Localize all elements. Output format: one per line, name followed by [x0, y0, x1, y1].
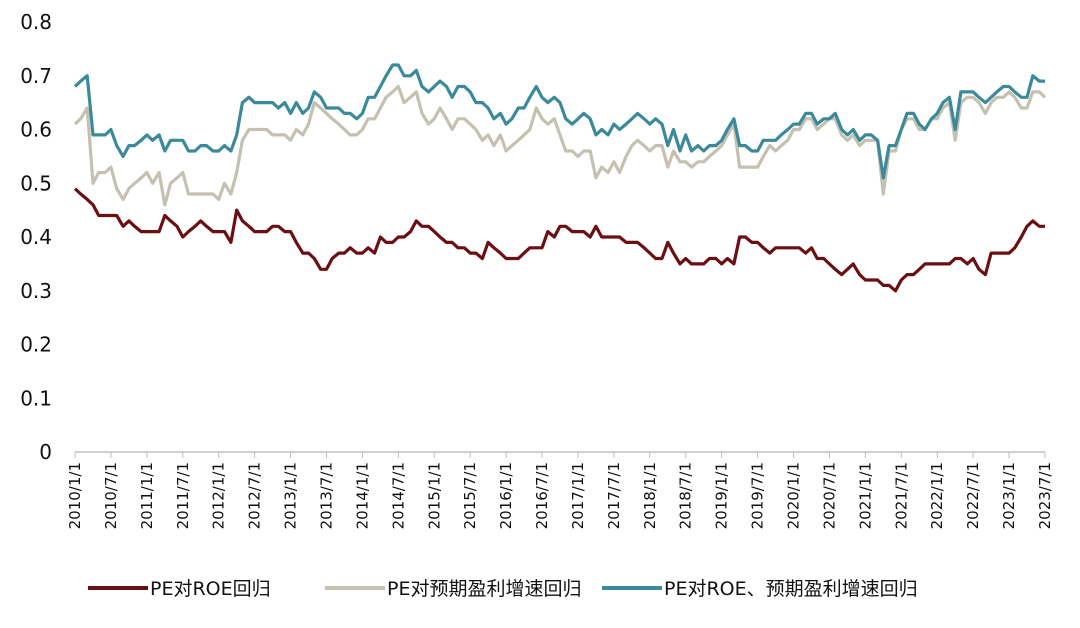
x-tick-label: 2012/7/1: [246, 462, 264, 529]
y-tick-label: 0.8: [20, 10, 52, 34]
x-tick-label: 2020/7/1: [820, 462, 838, 529]
legend-label-3: PE对ROE、预期盈利增速回归: [664, 578, 918, 600]
x-tick-label: 2011/1/1: [138, 462, 156, 529]
x-tick-label: 2012/1/1: [210, 462, 228, 529]
x-tick-label: 2021/7/1: [892, 462, 910, 529]
y-tick-label: 0.5: [20, 171, 52, 195]
x-tick-label: 2014/7/1: [389, 462, 407, 529]
x-tick-label: 2011/7/1: [174, 462, 192, 529]
y-tick-label: 0.2: [20, 333, 52, 357]
x-tick-label: 2015/7/1: [461, 462, 479, 529]
y-axis: 0 0.1 0.2 0.3 0.4 0.5 0.6 0.7 0.8: [20, 10, 52, 464]
x-tick-label: 2013/7/1: [317, 462, 335, 529]
x-tick-label: 2018/7/1: [677, 462, 695, 529]
series-line-2: [73, 84, 1047, 207]
x-tick-label: 2010/1/1: [66, 462, 84, 529]
x-tick-label: 2016/1/1: [497, 462, 515, 529]
x-tick-label: 2014/1/1: [353, 462, 371, 529]
x-tick-label: 2021/1/1: [856, 462, 874, 529]
y-tick-label: 0: [39, 440, 52, 464]
x-axis: 2010/1/1 2010/7/1 2011/1/1 2011/7/1 2012/1/1…: [66, 451, 1054, 529]
x-tick-label: 2016/7/1: [533, 462, 551, 529]
x-tick-label: 2023/7/1: [1036, 462, 1054, 529]
legend-label-2: PE对预期盈利增速回归: [387, 578, 581, 600]
x-tick-label: 2010/7/1: [102, 462, 120, 529]
y-tick-label: 0.4: [20, 225, 52, 249]
legend: PE对ROE回归 PE对预期盈利增速回归 PE对ROE、预期盈利增速回归: [88, 578, 918, 600]
y-tick-label: 0.3: [20, 279, 52, 303]
x-tick-label: 2017/7/1: [605, 462, 623, 529]
y-tick-label: 0.6: [20, 118, 52, 142]
legend-label-1: PE对ROE回归: [150, 578, 271, 600]
y-tick-label: 0.7: [20, 64, 52, 88]
x-tick-label: 2017/1/1: [569, 462, 587, 529]
x-tick-label: 2015/1/1: [425, 462, 443, 529]
y-tick-label: 0.1: [20, 386, 52, 410]
series-line-3: [73, 63, 1045, 180]
x-tick-label: 2022/7/1: [964, 462, 982, 529]
x-tick-label: 2019/1/1: [713, 462, 731, 529]
series-layer: [73, 63, 1047, 293]
x-tick-label: 2022/1/1: [928, 462, 946, 529]
series-line-1: [73, 187, 1045, 293]
x-tick-label: 2023/1/1: [1000, 462, 1018, 529]
x-tick-label: 2020/1/1: [785, 462, 803, 529]
x-tick-label: 2018/1/1: [641, 462, 659, 529]
x-tick-label: 2013/1/1: [282, 462, 300, 529]
x-tick-label: 2019/7/1: [749, 462, 767, 529]
